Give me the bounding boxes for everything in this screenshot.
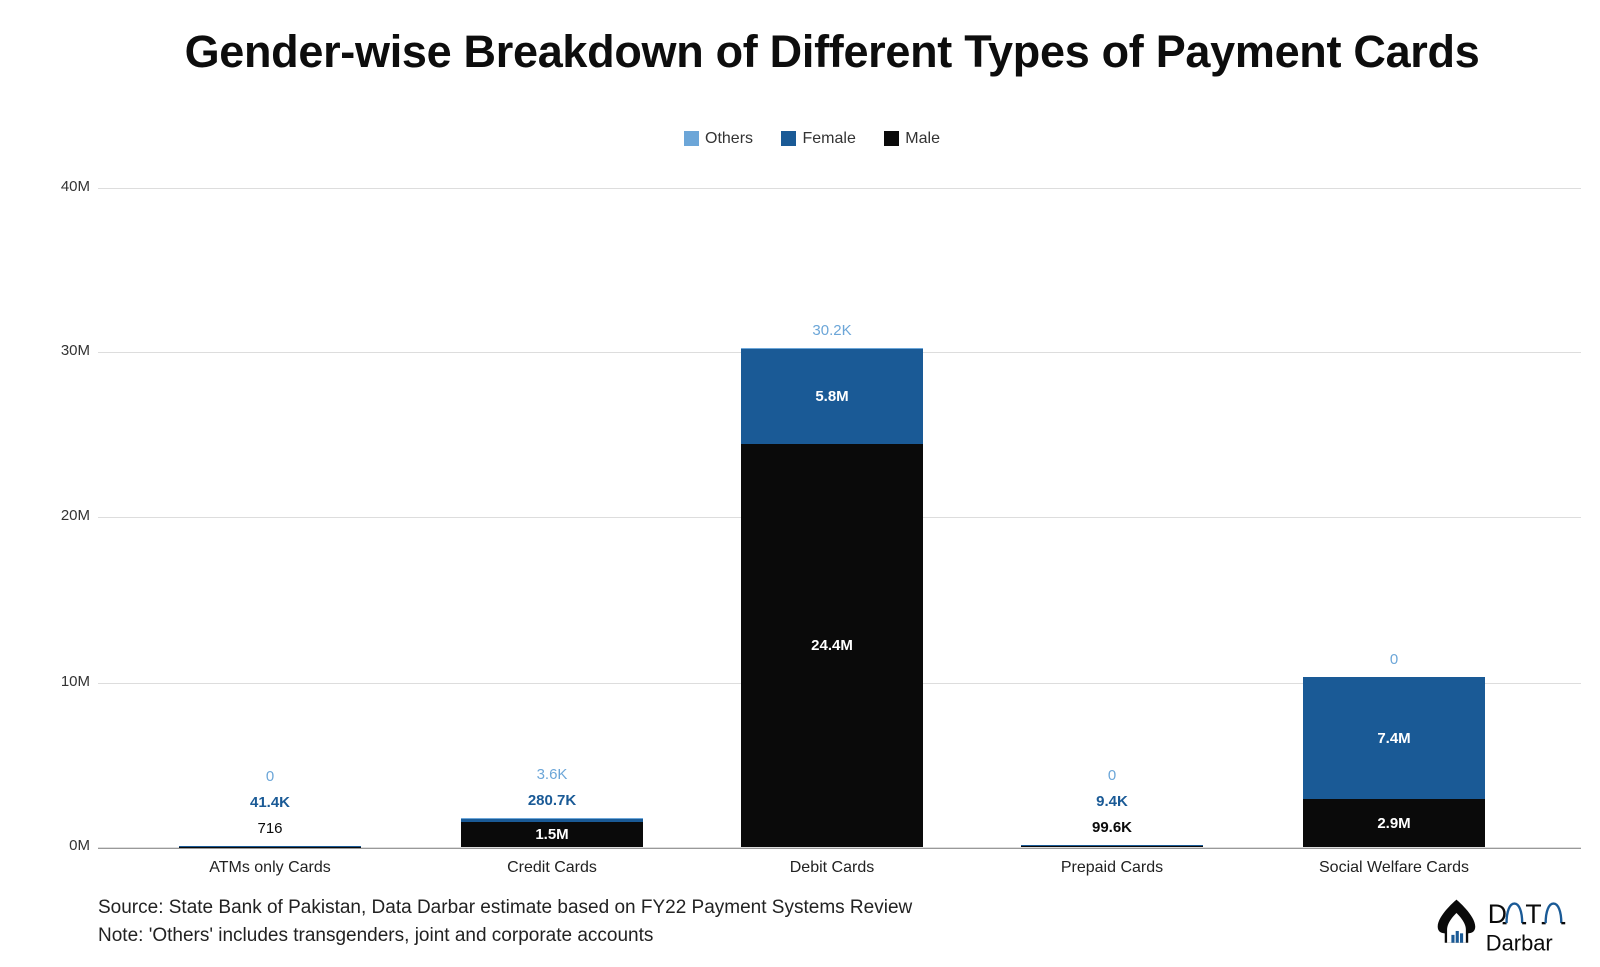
svg-text:T: T — [1525, 899, 1541, 929]
svg-text:D: D — [1488, 899, 1507, 929]
svg-text:Darbar: Darbar — [1486, 931, 1553, 956]
